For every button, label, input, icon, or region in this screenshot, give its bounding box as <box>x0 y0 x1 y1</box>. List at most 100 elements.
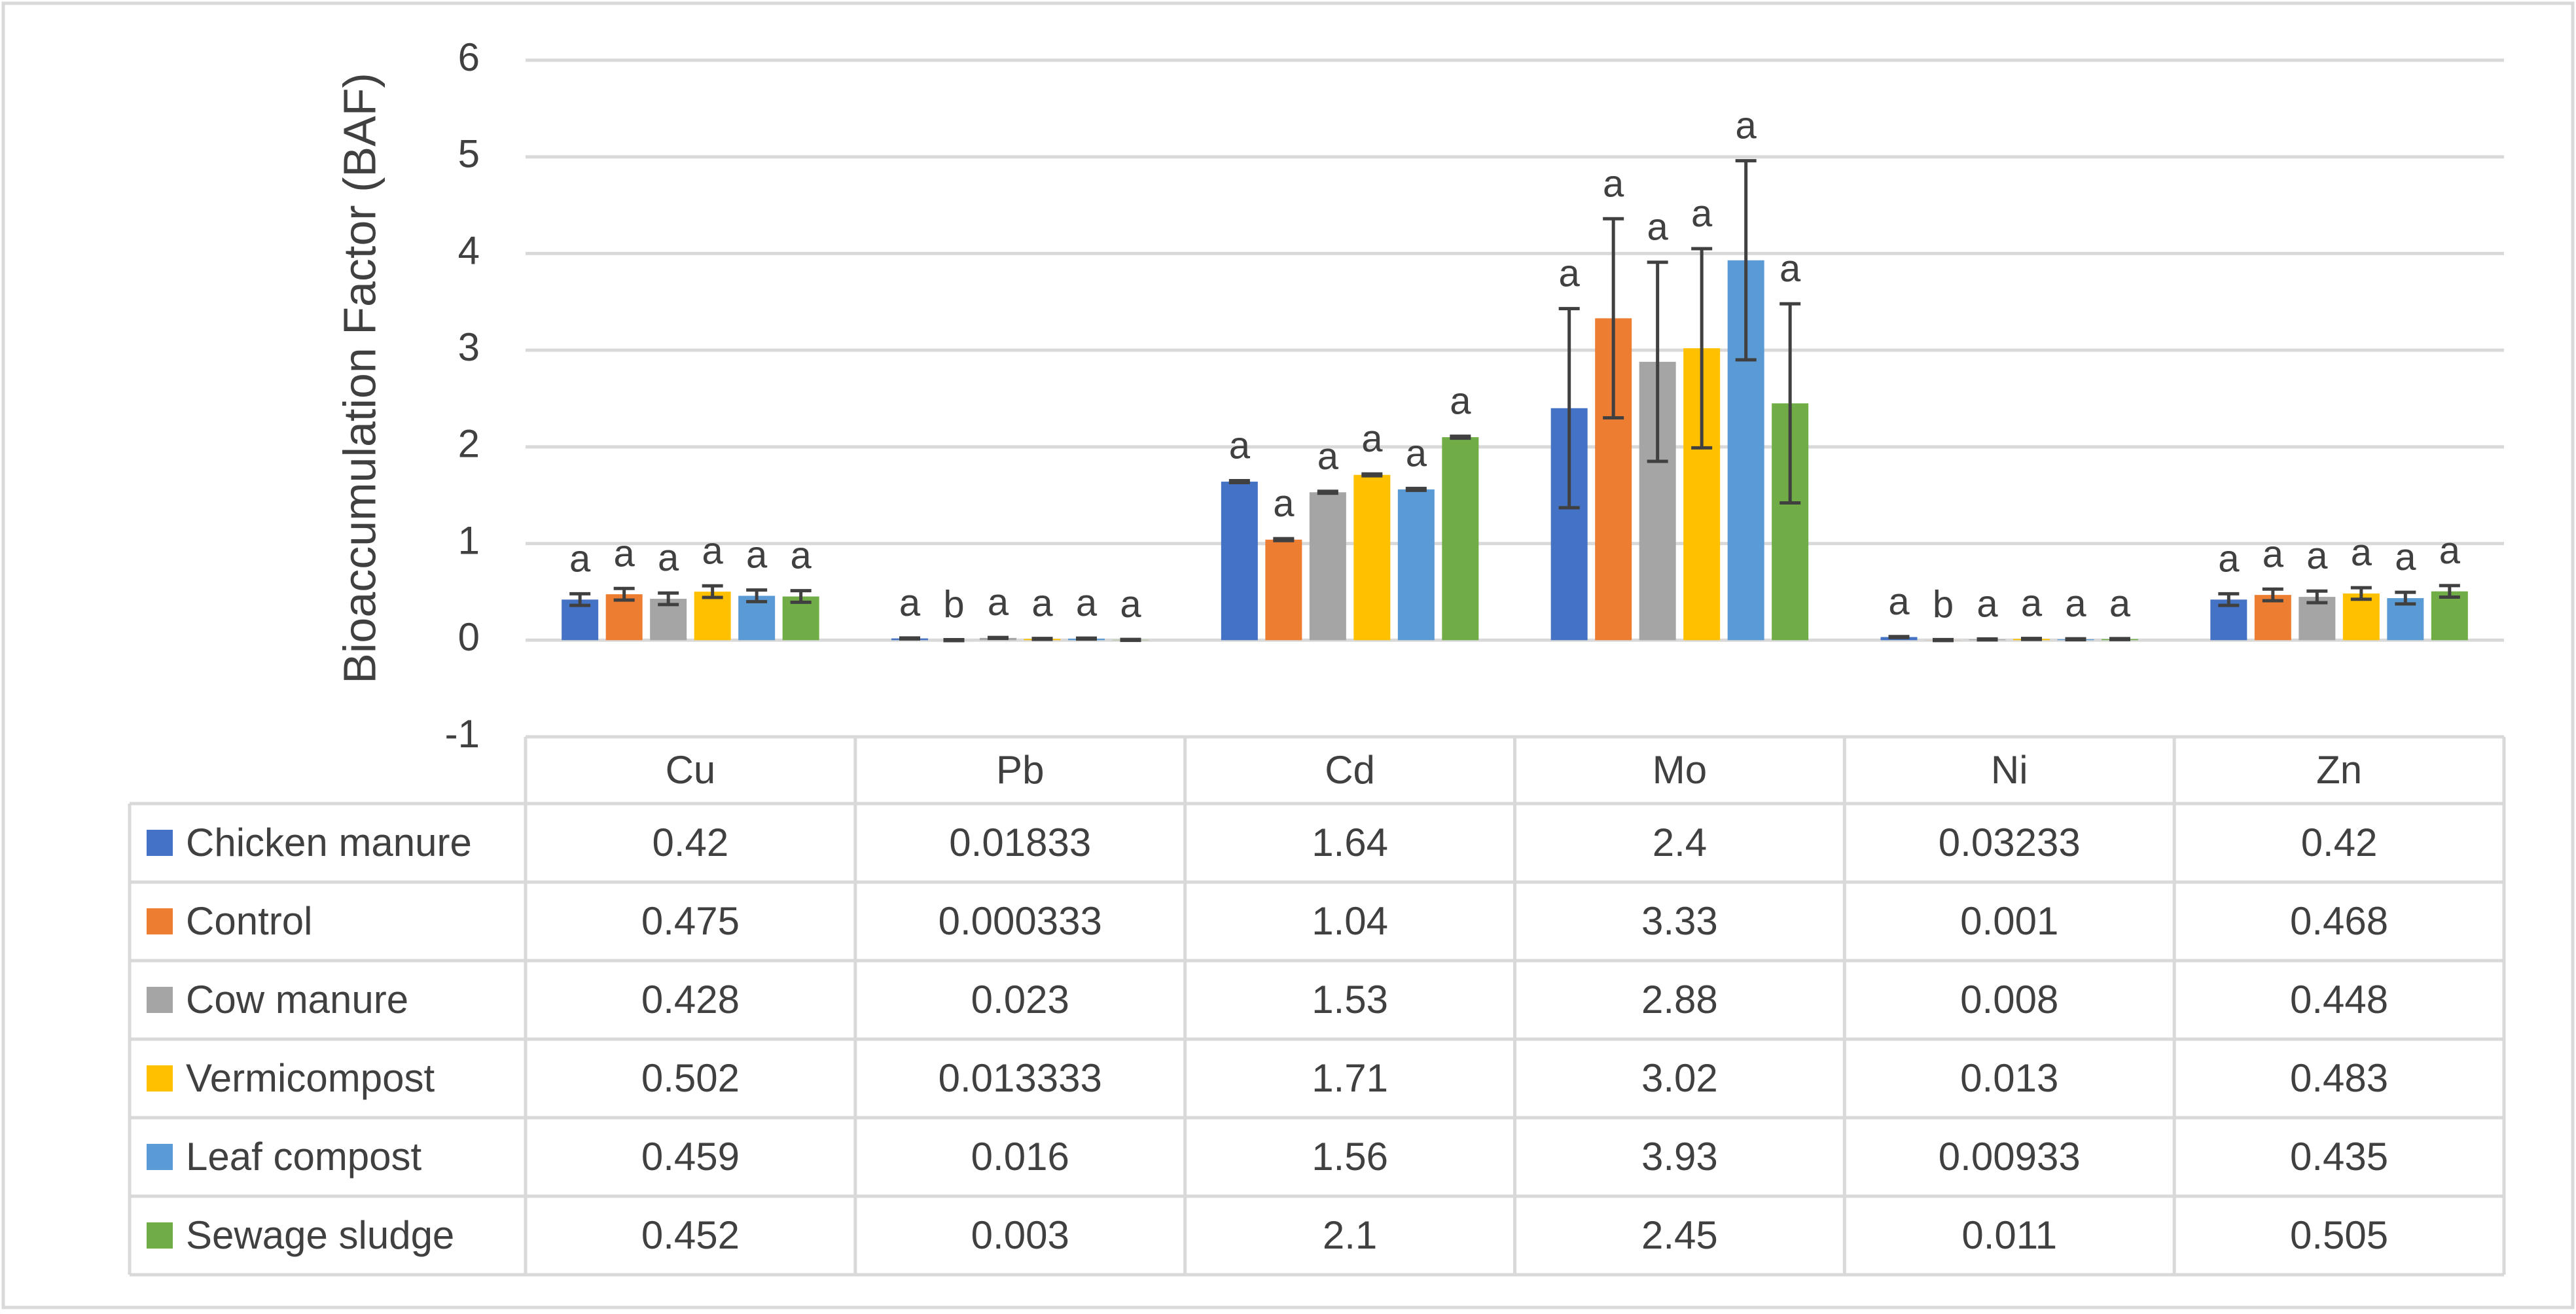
table-cell-value: 1.71 <box>1312 1056 1388 1100</box>
significance-letter: a <box>2021 582 2043 625</box>
y-axis-title: Bioaccumulation Factor (BAF) <box>334 73 385 684</box>
y-tick-label: 5 <box>458 132 480 176</box>
category-label: Pb <box>996 748 1044 792</box>
table-cell-value: 0.01833 <box>949 821 1091 864</box>
table-cell-value: 0.013333 <box>939 1056 1102 1100</box>
significance-letter: a <box>2109 582 2131 625</box>
y-tick-label: 3 <box>458 325 480 369</box>
table-cell-value: 3.93 <box>1641 1135 1718 1179</box>
category-label: Cu <box>666 748 716 792</box>
legend-key <box>147 1065 173 1092</box>
legend-label: Sewage sludge <box>186 1213 454 1257</box>
table-cell-value: 2.45 <box>1641 1213 1718 1257</box>
legend-key <box>147 987 173 1013</box>
table-cell-value: 0.000333 <box>939 899 1102 943</box>
significance-letter: a <box>1736 105 1757 147</box>
category-label: Ni <box>1991 748 2028 792</box>
significance-letter: a <box>2263 533 2284 575</box>
significance-letter: a <box>746 534 768 577</box>
table-cell-value: 0.023 <box>971 978 1069 1021</box>
table-cell-value: 1.56 <box>1312 1135 1388 1179</box>
table-cell-value: 0.42 <box>653 821 729 864</box>
significance-letter: a <box>1031 582 1053 625</box>
category-label: Mo <box>1653 748 1707 792</box>
legend-label: Chicken manure <box>186 821 472 864</box>
significance-letter: a <box>791 535 812 577</box>
legend-key <box>147 1144 173 1170</box>
bar <box>1265 540 1302 641</box>
table-cell-value: 0.468 <box>2290 899 2388 943</box>
table-cell-value: 1.04 <box>1312 899 1388 943</box>
table-cell-value: 3.02 <box>1641 1056 1718 1100</box>
table-cell-value: 0.00933 <box>1939 1135 2081 1179</box>
significance-letter: b <box>943 583 964 626</box>
significance-letter: a <box>1361 417 1383 460</box>
legend-key <box>147 908 173 934</box>
significance-letter: a <box>1977 582 1998 625</box>
y-tick-label: -1 <box>445 712 480 756</box>
legend-key <box>147 1222 173 1249</box>
significance-letter: a <box>2306 535 2328 577</box>
table-cell-value: 2.4 <box>1653 821 1707 864</box>
significance-letter: b <box>1933 583 1954 626</box>
category-label: Zn <box>2316 748 2362 792</box>
significance-letter: a <box>569 537 591 580</box>
table-cell-value: 0.008 <box>1960 978 2058 1021</box>
significance-letter: a <box>988 581 1009 624</box>
significance-letter: a <box>1317 435 1339 478</box>
category-label: Cd <box>1325 748 1375 792</box>
y-tick-label: 4 <box>458 228 480 272</box>
legend-label: Vermicompost <box>186 1056 435 1100</box>
table-cell-value: 0.016 <box>971 1135 1069 1179</box>
table-cell-value: 0.001 <box>1960 899 2058 943</box>
table-cell-value: 0.003 <box>971 1213 1069 1257</box>
table-cell-value: 0.428 <box>641 978 740 1021</box>
significance-letter: a <box>1273 482 1295 525</box>
bar <box>1221 482 1258 640</box>
table-cell-value: 0.483 <box>2290 1056 2388 1100</box>
significance-letter: a <box>2351 531 2372 574</box>
table-cell-value: 0.013 <box>1960 1056 2058 1100</box>
legend-label: Leaf compost <box>186 1135 422 1179</box>
chart-border <box>3 3 2573 1307</box>
table-cell-value: 0.505 <box>2290 1213 2388 1257</box>
significance-letter: a <box>2439 529 2461 572</box>
table-cell-value: 0.448 <box>2290 978 2388 1021</box>
significance-letter: a <box>658 537 679 579</box>
significance-letter: a <box>614 532 635 575</box>
table-cell-value: 3.33 <box>1641 899 1718 943</box>
significance-letter: a <box>1780 247 1801 290</box>
significance-letter: a <box>1603 162 1624 205</box>
y-tick-label: 6 <box>458 35 480 79</box>
legend-label: Control <box>186 899 312 943</box>
table-cell-value: 1.64 <box>1312 821 1388 864</box>
bar <box>1398 489 1435 640</box>
table-cell-value: 0.502 <box>641 1056 740 1100</box>
table-cell-value: 0.03233 <box>1939 821 2081 864</box>
table-cell-value: 0.452 <box>641 1213 740 1257</box>
significance-letter: a <box>1076 582 1098 624</box>
significance-letter: a <box>1691 192 1713 235</box>
significance-letter: a <box>1120 583 1141 626</box>
table-cell-value: 0.459 <box>641 1135 740 1179</box>
table-cell-value: 1.53 <box>1312 978 1388 1021</box>
legend-label: Cow manure <box>186 978 408 1021</box>
significance-letter: a <box>1450 380 1471 423</box>
significance-letter: a <box>1559 253 1581 295</box>
table-cell-value: 0.42 <box>2301 821 2378 864</box>
significance-letter: a <box>702 529 724 572</box>
bar <box>1353 475 1390 641</box>
significance-letter: a <box>1406 432 1427 474</box>
significance-letter: a <box>1229 425 1251 467</box>
legend-key <box>147 830 173 856</box>
significance-letter: a <box>2395 536 2416 578</box>
significance-letter: a <box>2218 537 2240 580</box>
y-tick-label: 1 <box>458 518 480 562</box>
significance-letter: a <box>1888 580 1910 623</box>
significance-letter: a <box>899 582 921 624</box>
significance-letter: a <box>1647 206 1669 249</box>
table-cell-value: 0.475 <box>641 899 740 943</box>
bar <box>1442 437 1478 640</box>
